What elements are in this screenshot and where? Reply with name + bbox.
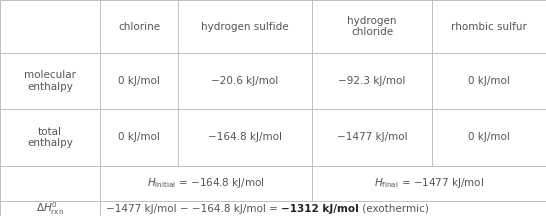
Text: $\it{H}_{\rm{initial}}$ = −164.8 kJ/mol: $\it{H}_{\rm{initial}}$ = −164.8 kJ/mol xyxy=(147,176,265,191)
Text: hydrogen sulfide: hydrogen sulfide xyxy=(201,22,289,32)
Text: total
enthalpy: total enthalpy xyxy=(27,127,73,148)
Text: 0 kJ/mol: 0 kJ/mol xyxy=(468,132,510,143)
Text: $\it{H}_{\rm{final}}$ = −1477 kJ/mol: $\it{H}_{\rm{final}}$ = −1477 kJ/mol xyxy=(374,176,484,191)
Text: −1477 kJ/mol: −1477 kJ/mol xyxy=(337,132,407,143)
Text: chlorine: chlorine xyxy=(118,22,160,32)
Text: −20.6 kJ/mol: −20.6 kJ/mol xyxy=(211,76,278,86)
Text: hydrogen
chloride: hydrogen chloride xyxy=(347,16,397,37)
Text: (exothermic): (exothermic) xyxy=(359,203,429,213)
Text: 0 kJ/mol: 0 kJ/mol xyxy=(118,76,160,86)
Text: 0 kJ/mol: 0 kJ/mol xyxy=(118,132,160,143)
Text: −92.3 kJ/mol: −92.3 kJ/mol xyxy=(339,76,406,86)
Text: $\Delta\it{H}^{\rm{0}}_{\rm{rxn}}$: $\Delta\it{H}^{\rm{0}}_{\rm{rxn}}$ xyxy=(36,200,64,216)
Text: molecular
enthalpy: molecular enthalpy xyxy=(24,70,76,92)
Text: −1477 kJ/mol − −164.8 kJ/mol =: −1477 kJ/mol − −164.8 kJ/mol = xyxy=(106,203,281,213)
Text: 0 kJ/mol: 0 kJ/mol xyxy=(468,76,510,86)
Text: −1312 kJ/mol: −1312 kJ/mol xyxy=(281,203,359,213)
Text: −164.8 kJ/mol: −164.8 kJ/mol xyxy=(208,132,282,143)
Text: rhombic sulfur: rhombic sulfur xyxy=(451,22,527,32)
